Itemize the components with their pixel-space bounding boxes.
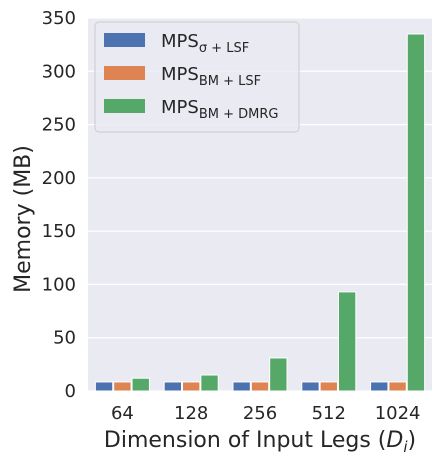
y-tick-label: 150 bbox=[42, 221, 76, 242]
bar-1-64 bbox=[94, 381, 114, 392]
x-tick-label: 128 bbox=[174, 403, 208, 424]
bar-2-64 bbox=[113, 381, 132, 392]
legend-label: MPSBM + DMRG bbox=[161, 97, 278, 122]
x-axis-label: Dimension of Input Legs (Di) bbox=[104, 428, 416, 456]
legend-label: MPSσ + LSF bbox=[161, 31, 249, 56]
bar-2-512 bbox=[319, 381, 338, 392]
x-tick-labels: 64 128 256 512 1024 bbox=[111, 403, 421, 424]
bar-1-256 bbox=[232, 381, 251, 392]
bars bbox=[94, 33, 426, 392]
y-tick-label: 350 bbox=[42, 8, 76, 29]
bar-3-256 bbox=[269, 357, 288, 392]
legend-label: MPSBM + LSF bbox=[161, 64, 261, 89]
bar-3-64 bbox=[131, 377, 150, 392]
bar-3-512 bbox=[337, 291, 357, 392]
legend-swatch bbox=[104, 66, 145, 80]
bar-2-256 bbox=[250, 381, 270, 392]
legend-box bbox=[94, 21, 300, 133]
y-axis-label: Memory (MB) bbox=[11, 145, 36, 293]
bar-2-1024 bbox=[388, 381, 407, 392]
y-tick-label: 200 bbox=[42, 168, 76, 189]
x-tick-label: 512 bbox=[312, 403, 346, 424]
y-tick-label: 250 bbox=[42, 115, 76, 136]
x-tick-label: 64 bbox=[111, 403, 134, 424]
y-tick-label: 0 bbox=[65, 381, 76, 402]
legend-swatch bbox=[104, 99, 145, 113]
y-tick-label: 300 bbox=[42, 61, 76, 82]
legend-swatch bbox=[104, 33, 145, 47]
y-tick-labels: 0 50 100 150 200 250 300 350 bbox=[42, 8, 76, 402]
bar-3-1024 bbox=[406, 33, 426, 392]
bar-1-1024 bbox=[370, 381, 389, 392]
bar-3-128 bbox=[200, 374, 219, 392]
bar-2-128 bbox=[182, 381, 201, 392]
bar-1-512 bbox=[301, 381, 320, 392]
y-tick-label: 100 bbox=[42, 274, 76, 295]
x-tick-label: 1024 bbox=[375, 403, 421, 424]
bar-1-128 bbox=[163, 381, 183, 392]
y-tick-label: 50 bbox=[53, 328, 76, 349]
x-tick-label: 256 bbox=[243, 403, 277, 424]
legend: MPSσ + LSF MPSBM + LSF MPSBM + DMRG bbox=[94, 21, 300, 133]
